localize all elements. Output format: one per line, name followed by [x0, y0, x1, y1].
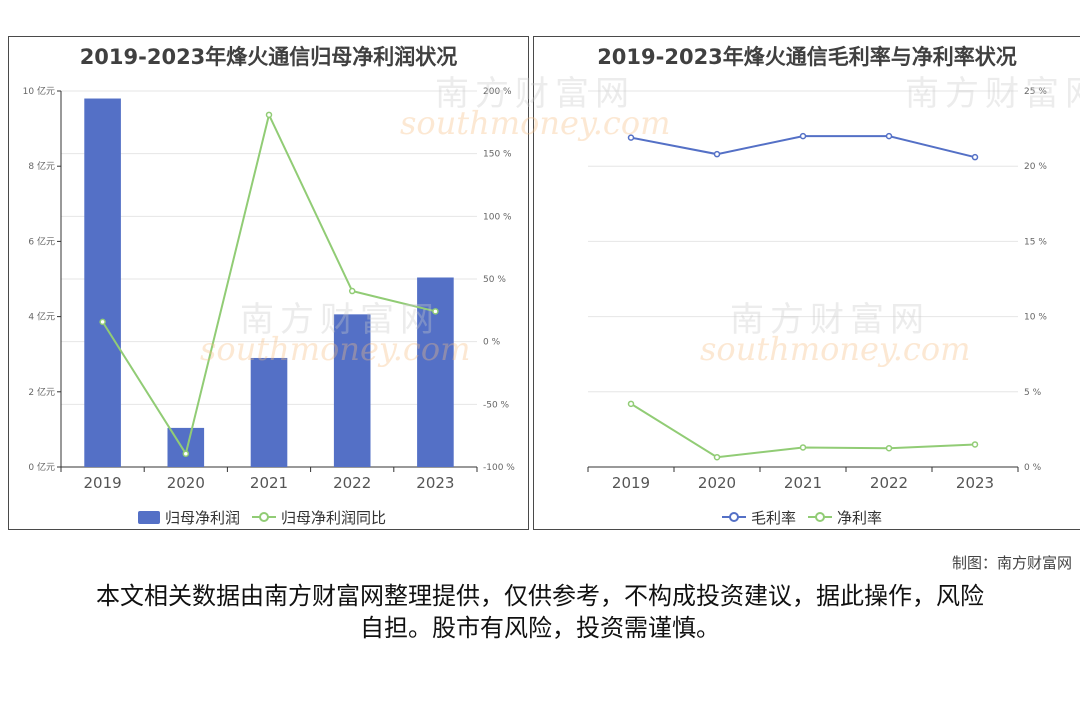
point-1-2022	[348, 287, 356, 295]
x-tick-label: 2019	[84, 474, 122, 492]
y-right-tick-label: 150 %	[483, 150, 512, 160]
point-0-2020	[713, 150, 721, 158]
disclaimer-text: 本文相关数据由南方财富网整理提供，仅供参考，不构成投资建议，据此操作，风险自担。…	[96, 582, 984, 642]
y-left-tick-label: 0 亿元	[28, 461, 55, 473]
point-1-2021	[799, 444, 807, 451]
legend-line-swatch-green	[808, 512, 833, 522]
y-right-tick-label: 0 %	[483, 338, 501, 348]
point-1-2023	[971, 441, 979, 448]
legend-line-swatch	[252, 512, 277, 522]
x-tick-label: 2022	[870, 474, 908, 492]
legend-item-net-profit-yoy[interactable]: 归母净利润同比	[252, 507, 386, 528]
x-tick-label: 2022	[333, 474, 371, 492]
legend-label-gross-margin: 毛利率	[751, 508, 797, 527]
bar-net-profit-2023	[417, 277, 454, 467]
y-right-tick-label: 200 %	[483, 87, 512, 97]
legend-item-net-margin[interactable]: 净利率	[808, 507, 882, 528]
y-left-tick-label: 2 亿元	[28, 386, 55, 398]
y-right-tick-label: 15 %	[1024, 237, 1047, 247]
margin-chart: 0 % 5 % 10 % 15 % 20 % 25 % 2019 2020 2021 2022 20…	[587, 87, 1047, 492]
y-right-tick-label: -100 %	[483, 463, 515, 473]
y-left-tick-label: 6 亿元	[28, 235, 55, 247]
point-1-2022	[885, 444, 893, 452]
bar-net-profit-2021	[250, 357, 288, 467]
y-right-tick-label: 20 %	[1024, 162, 1047, 172]
profit-chart-title: 2019-2023年烽火通信归母净利润状况	[79, 45, 458, 69]
point-1-2021	[265, 111, 273, 119]
point-0-2019	[627, 134, 635, 141]
x-tick-label: 2023	[416, 474, 454, 492]
margin-chart-legend: 毛利率 净利率	[722, 506, 894, 528]
x-tick-label: 2021	[784, 474, 822, 492]
x-tick-label: 2023	[956, 474, 994, 492]
x-tick-label: 2020	[698, 474, 736, 492]
bar-net-profit-2022	[333, 314, 371, 467]
x-tick-label: 2020	[167, 474, 205, 492]
y-left-tick-label: 10 亿元	[23, 85, 55, 97]
legend-item-net-profit[interactable]: 归母净利润	[138, 507, 240, 528]
y-right-tick-label: 10 %	[1024, 313, 1047, 323]
point-0-2022	[885, 132, 893, 140]
legend-item-gross-margin[interactable]: 毛利率	[722, 507, 796, 528]
y-right-tick-label: 5 %	[1024, 388, 1042, 398]
y-right-tick-label: -50 %	[483, 400, 510, 410]
bar-net-profit-2019	[84, 98, 121, 467]
x-tick-label: 2019	[612, 474, 650, 492]
legend-label-net-profit-yoy: 归母净利润同比	[281, 508, 387, 527]
y-left-tick-label: 8 亿元	[28, 160, 55, 172]
point-1-2019	[627, 400, 635, 408]
y-right-tick-label: 100 %	[483, 212, 512, 222]
legend-bar-swatch	[138, 510, 160, 524]
margin-chart-title: 2019-2023年烽火通信毛利率与净利率状况	[597, 45, 1017, 69]
point-1-2019	[99, 318, 106, 326]
y-right-tick-label: 0 %	[1024, 463, 1042, 473]
y-right-tick-label: 50 %	[483, 275, 506, 285]
x-tick-label: 2021	[250, 474, 288, 492]
legend-label-net-margin: 净利率	[837, 508, 883, 527]
point-1-2020	[713, 453, 721, 461]
point-0-2023	[971, 153, 979, 161]
profit-chart: -100 % -50 % 0 % 50 % 100 % 150 % 200 % 0 亿元 2 亿…	[23, 85, 516, 492]
y-right-tick-label: 25 %	[1024, 87, 1047, 97]
legend-label-net-profit: 归母净利润	[165, 508, 241, 527]
legend-line-swatch-blue	[722, 512, 746, 522]
chart-credit: 制图：南方财富网	[951, 554, 1072, 572]
profit-chart-legend: 归母净利润 归母净利润同比	[138, 506, 398, 528]
point-1-2020	[182, 450, 190, 457]
margin-chart-panel: 0 % 5 % 10 % 15 % 20 % 25 % 2019 2020 2021 2022 20…	[533, 36, 1080, 530]
y-left-tick-label: 4 亿元	[28, 311, 55, 323]
point-0-2021	[799, 132, 807, 140]
profit-chart-panel: -100 % -50 % 0 % 50 % 100 % 150 % 200 % 0 亿元 2 亿…	[8, 36, 529, 530]
point-1-2023	[432, 308, 439, 315]
